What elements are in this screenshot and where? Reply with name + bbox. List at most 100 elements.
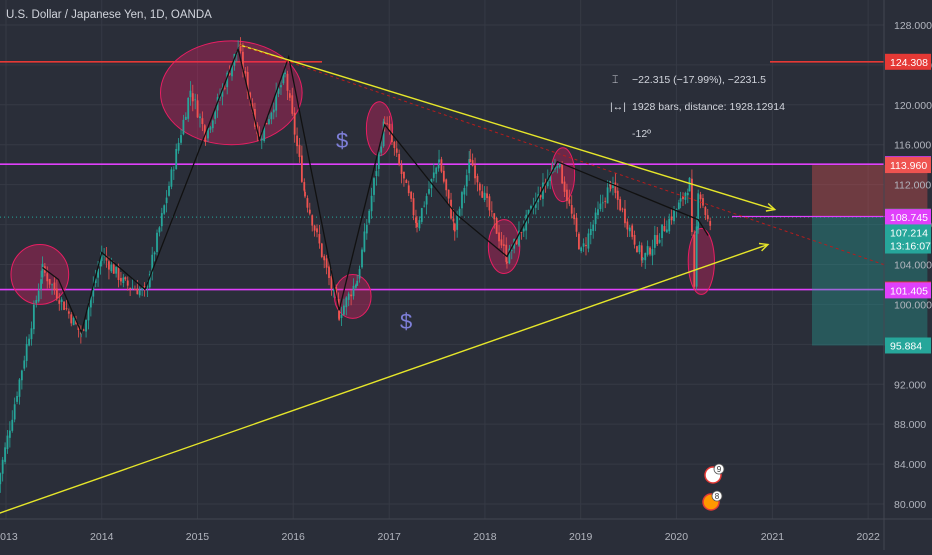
candle-body — [291, 95, 294, 114]
candle-body — [32, 304, 35, 330]
candle-body — [437, 164, 440, 169]
candle-body — [549, 173, 552, 181]
candle-body — [490, 210, 493, 212]
x-tick-label: 2016 — [282, 531, 306, 543]
candle-body — [476, 175, 479, 183]
candle-body — [554, 167, 556, 170]
candle-body — [383, 122, 386, 125]
x-tick-label: 2015 — [186, 531, 210, 543]
candle-body — [412, 198, 415, 216]
candle-body — [575, 217, 578, 232]
candle-body — [410, 191, 413, 199]
candle-body — [265, 123, 268, 125]
candle-body — [143, 285, 146, 288]
candle-body — [670, 216, 673, 221]
candle-body — [365, 224, 368, 234]
candle-body — [644, 253, 647, 261]
candle-body — [13, 404, 16, 420]
candle-body — [249, 92, 252, 102]
price-label: 107.214 — [890, 227, 928, 239]
candle-body — [37, 290, 40, 302]
candle-body — [558, 162, 561, 168]
candle-body — [633, 234, 636, 245]
candle-body — [288, 93, 291, 98]
measure-info[interactable]: ⌶ −22.315 (−17.99%), −2231.5 |↔| 1928 ba… — [610, 73, 785, 142]
candle-body — [172, 169, 175, 171]
candle-body — [337, 299, 340, 309]
candle-body — [16, 396, 18, 402]
candle-body — [355, 284, 357, 288]
candle-body — [338, 310, 341, 320]
candle-body — [313, 225, 316, 231]
candle-body — [65, 308, 68, 310]
candle-body — [416, 222, 418, 227]
candle-body — [1, 459, 4, 474]
candle-body — [621, 208, 624, 210]
event-badges[interactable]: 98 — [702, 463, 725, 511]
candle-body — [120, 277, 122, 282]
candle-body — [442, 170, 445, 182]
candle-body — [377, 151, 380, 169]
candle-body — [168, 185, 170, 196]
candle-body — [72, 317, 75, 326]
candle-body — [18, 379, 21, 397]
measure-width-icon: |↔| — [610, 101, 626, 113]
candle-body — [636, 246, 638, 253]
candle-body — [493, 213, 496, 220]
candle-body — [663, 226, 666, 232]
candle-body — [85, 319, 87, 332]
candle-body — [438, 159, 440, 163]
dollar-annotation-top[interactable]: $ — [336, 128, 349, 153]
candle-body — [641, 258, 644, 260]
price-label-bg — [885, 237, 931, 254]
candle-body — [126, 280, 129, 286]
candle-body — [686, 192, 689, 196]
candle-body — [450, 199, 452, 219]
time-axis[interactable]: 2013 2014 2015 2016 2017 2018 2019 2020 2021 2022 — [0, 518, 932, 543]
x-tick-label: 2022 — [856, 531, 880, 543]
price-label-bg — [885, 282, 931, 299]
candle-body — [134, 289, 136, 291]
candle-body — [649, 247, 651, 255]
candle-body — [609, 182, 612, 189]
candle-body — [594, 212, 597, 225]
candle-body — [525, 214, 528, 231]
measure-bars: 1928 bars, distance: 1928.12914 — [632, 101, 785, 113]
candle-body — [131, 287, 134, 289]
candle-body — [223, 87, 226, 89]
candle-body — [626, 221, 629, 230]
price-label: 95.884 — [890, 340, 922, 352]
x-tick-label: 2021 — [761, 531, 785, 543]
candle-body — [673, 209, 675, 222]
candle-body — [619, 199, 622, 211]
measure-price-change: −22.315 (−17.99%), −2231.5 — [632, 74, 766, 86]
dollar-annotation-bottom[interactable]: $ — [400, 309, 413, 334]
candle-body — [415, 217, 417, 224]
x-tick-label: 2020 — [665, 531, 689, 543]
y-tick-label: 104.000 — [894, 259, 932, 271]
candle-body — [587, 233, 590, 249]
candle-body — [221, 87, 224, 97]
candle-body — [156, 232, 158, 252]
candle-body — [447, 189, 450, 199]
candle-body — [395, 148, 398, 153]
candle-body — [361, 249, 363, 268]
candle-body — [277, 88, 280, 94]
candle-body — [340, 314, 343, 318]
position-box[interactable] — [732, 165, 928, 346]
candle-body — [108, 261, 110, 270]
candles — [0, 37, 712, 493]
candle-body — [30, 328, 33, 340]
drawn-lines[interactable] — [0, 44, 884, 518]
candle-body — [675, 209, 678, 211]
candle-body — [561, 164, 564, 184]
candle-body — [486, 193, 488, 199]
candle-body — [60, 299, 63, 302]
candle-body — [153, 252, 156, 255]
candle-body — [453, 223, 456, 232]
candle-body — [418, 220, 421, 229]
candle-body — [597, 209, 599, 216]
candle-body — [592, 224, 595, 231]
